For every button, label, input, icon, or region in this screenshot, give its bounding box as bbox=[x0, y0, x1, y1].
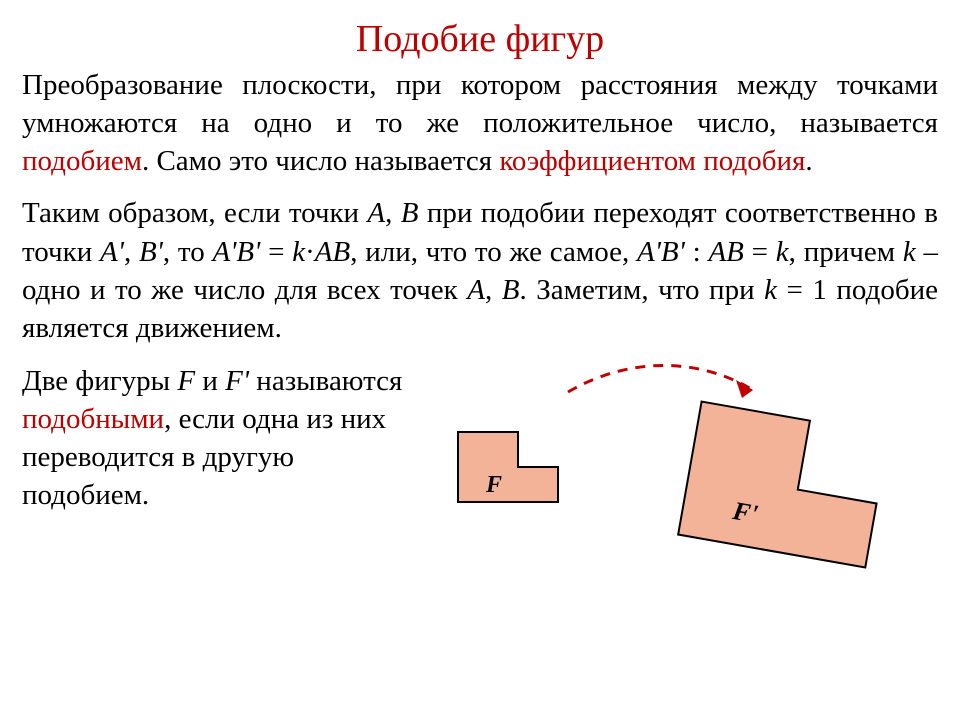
slide: Подобие фигур Преобразование плоскости, … bbox=[0, 0, 960, 720]
arrow-head-icon bbox=[736, 380, 753, 398]
paragraph-similar-figures: Две фигуры F и F' называются подобными, … bbox=[22, 362, 418, 515]
math-k: k bbox=[292, 236, 305, 268]
slide-title: Подобие фигур bbox=[22, 18, 938, 62]
text: Преобразование плоскости, при котором ра… bbox=[22, 69, 938, 139]
math-AB: AB bbox=[315, 236, 350, 268]
text: = bbox=[744, 236, 776, 268]
text: . Заметим, что при bbox=[519, 274, 764, 306]
paragraph-formula: Таким образом, если точки A, B при подоб… bbox=[22, 194, 938, 347]
paragraph-definition: Преобразование плоскости, при котором ра… bbox=[22, 66, 938, 181]
term-similarity: подобием bbox=[22, 145, 142, 177]
l-shape-big bbox=[678, 401, 889, 567]
bottom-row: Две фигуры F и F' называются подобными, … bbox=[22, 362, 938, 622]
figure: F F' bbox=[418, 362, 938, 622]
math-eq2a: A'B' bbox=[637, 236, 685, 268]
similarity-figure: F F' bbox=[418, 362, 938, 622]
text: Две фигуры bbox=[22, 365, 177, 397]
label-F: F bbox=[485, 472, 502, 498]
math-eq2c: AB bbox=[708, 236, 743, 268]
math-k3: k bbox=[764, 274, 777, 306]
text: , bbox=[385, 197, 401, 229]
text: , причем bbox=[789, 236, 903, 268]
text: , bbox=[124, 236, 139, 268]
text: = bbox=[260, 236, 292, 268]
text: , то bbox=[163, 236, 213, 268]
l-shape-small bbox=[458, 432, 558, 502]
shape-small: F bbox=[458, 432, 558, 502]
math-k2: k bbox=[903, 236, 916, 268]
text: называются bbox=[249, 365, 402, 397]
math-B: B bbox=[401, 197, 419, 229]
math-B2: B bbox=[502, 274, 520, 306]
term-similar: подобными bbox=[22, 403, 164, 435]
math-Bprime: B' bbox=[139, 236, 163, 268]
text: Таким образом, если точки bbox=[22, 197, 367, 229]
math-Aprime: A' bbox=[100, 236, 124, 268]
text: . bbox=[805, 145, 812, 177]
text: и bbox=[195, 365, 225, 397]
text: . Само это число называется bbox=[142, 145, 499, 177]
term-coefficient: коэффициентом подобия bbox=[499, 145, 805, 177]
text: , bbox=[485, 274, 502, 306]
math-Fprime: F' bbox=[225, 365, 249, 397]
arrow-dashed bbox=[568, 365, 753, 392]
label-Fprime: F' bbox=[730, 495, 760, 528]
text: : bbox=[685, 236, 709, 268]
math-dot: · bbox=[305, 236, 315, 268]
math-eq: A'B' bbox=[212, 236, 260, 268]
math-eq2e: k bbox=[776, 236, 789, 268]
math-A: A bbox=[367, 197, 385, 229]
shape-big: F' bbox=[678, 401, 889, 567]
math-A2: A bbox=[467, 274, 485, 306]
math-F: F bbox=[177, 365, 195, 397]
text: , или, что то же самое, bbox=[350, 236, 637, 268]
